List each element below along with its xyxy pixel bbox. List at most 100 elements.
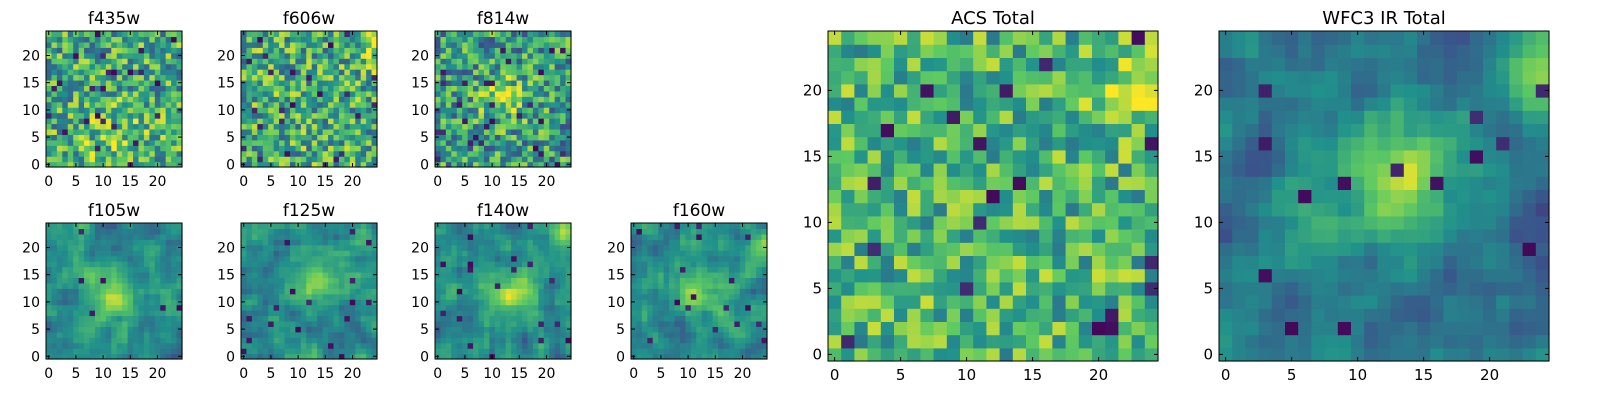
heatmap-cell bbox=[522, 69, 529, 76]
heatmap-cell bbox=[360, 74, 367, 81]
heatmap-cell bbox=[311, 342, 318, 349]
heatmap-cell bbox=[473, 145, 480, 152]
heatmap-cell bbox=[511, 239, 518, 246]
heatmap-cell bbox=[538, 58, 545, 65]
heatmap-cell bbox=[960, 163, 974, 177]
heatmap-cell bbox=[289, 74, 296, 81]
heatmap-cell bbox=[1105, 242, 1119, 256]
heatmap-cell bbox=[483, 47, 490, 54]
heatmap-cell bbox=[511, 47, 518, 54]
heatmap-cell bbox=[149, 161, 156, 168]
heatmap-cell bbox=[1078, 255, 1093, 270]
heatmap-cell bbox=[462, 74, 469, 81]
heatmap-cell bbox=[920, 255, 935, 270]
heatmap-cell bbox=[565, 331, 572, 338]
heatmap-cell bbox=[322, 41, 329, 48]
heatmap-cell bbox=[94, 293, 101, 300]
heatmap-cell bbox=[641, 233, 648, 240]
heatmap-cell bbox=[538, 118, 545, 125]
heatmap-cell bbox=[273, 320, 280, 327]
heatmap-cell bbox=[467, 304, 474, 311]
heatmap-cell bbox=[56, 239, 63, 246]
heatmap-cell bbox=[560, 223, 567, 230]
heatmap-cell bbox=[467, 261, 474, 268]
heatmap-cell bbox=[138, 96, 145, 103]
heatmap-cell bbox=[289, 299, 296, 306]
heatmap-cell bbox=[338, 90, 345, 97]
heatmap-cell bbox=[111, 342, 118, 349]
heatmap-cell bbox=[1078, 163, 1093, 177]
heatmap-cell bbox=[538, 320, 545, 327]
heatmap-cell bbox=[527, 107, 534, 114]
heatmap-cell bbox=[467, 293, 474, 300]
heatmap-cell bbox=[176, 101, 183, 108]
heatmap-cell bbox=[344, 277, 351, 284]
heatmap-cell bbox=[78, 36, 85, 43]
heatmap-cell bbox=[462, 145, 469, 152]
heatmap-cell bbox=[73, 128, 80, 135]
heatmap-cell bbox=[451, 58, 458, 65]
heatmap-cell bbox=[933, 242, 948, 256]
heatmap-cell bbox=[565, 123, 572, 130]
heatmap-cell bbox=[527, 47, 534, 54]
heatmap-cell bbox=[344, 266, 351, 273]
heatmap-cell bbox=[122, 101, 129, 108]
heatmap-cell bbox=[100, 326, 107, 333]
heatmap-cell bbox=[127, 58, 134, 65]
heatmap-cell bbox=[538, 74, 545, 81]
heatmap-cell bbox=[149, 255, 156, 262]
heatmap-cell bbox=[1065, 242, 1080, 256]
heatmap-cell bbox=[154, 145, 161, 152]
heatmap-cell bbox=[1012, 308, 1027, 322]
heatmap-cell bbox=[435, 239, 442, 246]
heatmap-cell bbox=[89, 277, 96, 284]
heatmap-cell bbox=[306, 41, 313, 48]
heatmap-cell bbox=[516, 90, 523, 97]
heatmap-cell bbox=[284, 223, 291, 230]
heatmap-cell bbox=[160, 123, 167, 130]
heatmap-cell bbox=[149, 41, 156, 48]
heatmap-cell bbox=[516, 266, 523, 273]
heatmap-cell bbox=[73, 63, 80, 70]
heatmap-cell bbox=[532, 69, 539, 76]
heatmap-cell bbox=[355, 353, 362, 360]
heatmap-cell bbox=[505, 299, 512, 306]
heatmap-cell bbox=[100, 320, 107, 327]
heatmap-cell bbox=[560, 63, 567, 70]
heatmap-cell bbox=[127, 348, 134, 355]
heatmap-cell bbox=[311, 63, 318, 70]
heatmap-cell bbox=[284, 233, 291, 240]
heatmap-cell bbox=[522, 261, 529, 268]
heatmap-cell bbox=[451, 85, 458, 92]
heatmap-cell bbox=[268, 58, 275, 65]
heatmap-cell bbox=[489, 118, 496, 125]
heatmap-cell bbox=[133, 315, 140, 322]
heatmap-cell bbox=[295, 239, 302, 246]
heatmap-cell bbox=[273, 223, 280, 230]
heatmap-cell bbox=[143, 107, 150, 114]
heatmap-cell bbox=[349, 47, 356, 54]
heatmap-cell bbox=[246, 85, 253, 92]
heatmap-cell bbox=[745, 348, 752, 355]
heatmap-cell bbox=[451, 41, 458, 48]
heatmap-cell bbox=[511, 342, 518, 349]
heatmap-cell bbox=[636, 271, 643, 278]
heatmap-cell bbox=[300, 266, 307, 273]
heatmap-cell bbox=[257, 337, 264, 344]
heatmap-cell bbox=[462, 69, 469, 76]
heatmap-cell bbox=[251, 156, 258, 163]
heatmap-cell bbox=[723, 315, 730, 322]
heatmap-cell bbox=[284, 342, 291, 349]
heatmap-cell bbox=[251, 128, 258, 135]
heatmap-cell bbox=[295, 266, 302, 273]
heatmap-cell bbox=[707, 310, 714, 317]
heatmap-cell bbox=[522, 293, 529, 300]
heatmap-cell bbox=[295, 118, 302, 125]
heatmap-cell bbox=[880, 308, 895, 322]
heatmap-cell bbox=[171, 31, 178, 38]
heatmap-cell bbox=[756, 293, 763, 300]
heatmap-cell bbox=[854, 242, 869, 256]
heatmap-cell bbox=[138, 107, 145, 114]
heatmap-cell bbox=[94, 331, 101, 338]
heatmap-cell bbox=[999, 229, 1014, 243]
